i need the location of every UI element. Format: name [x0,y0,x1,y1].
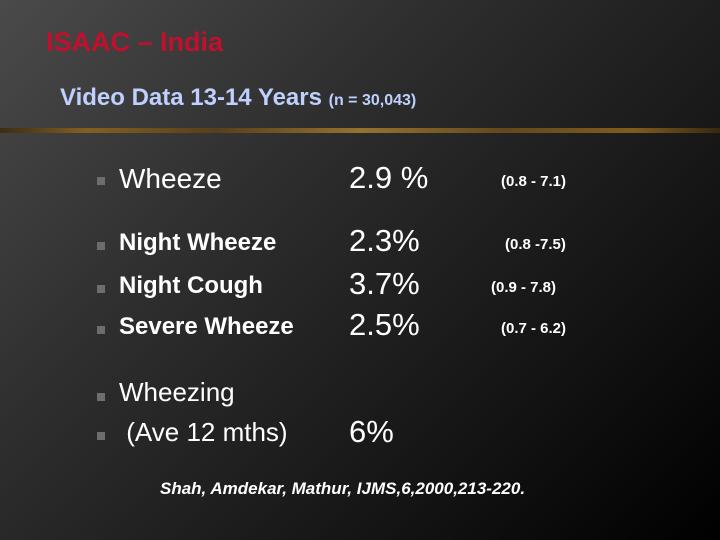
divider-line [0,128,720,133]
row-value-wheezing: 6% [349,414,394,449]
row-label-wheeze: Wheeze [119,163,222,194]
row-value-severe-wheeze: 2.5% [349,307,420,342]
row-label-night-cough: Night Cough [119,272,263,299]
bullet-icon [97,393,105,401]
slide-subtitle: Video Data 13-14 Years (n = 30,043) [60,84,416,112]
sample-size: (n = 30,043) [328,92,417,109]
row-ci-night-cough: (0.9 - 7.8) [491,279,557,296]
row-ci-night-wheeze: (0.8 -7.5) [505,236,566,253]
row-label-severe-wheeze: Severe Wheeze [119,313,294,340]
bullet-icon [97,242,105,250]
bullet-icon [97,285,105,293]
bullet-icon [97,432,105,440]
bullet-icon [97,177,105,185]
subtitle-main: Video Data 13-14 Years [60,84,322,111]
bullet-icon [97,326,105,334]
row-ci-severe-wheeze: (0.7 - 6.2) [501,320,567,337]
row-value-wheeze: 2.9 % [349,160,429,195]
row-label-wheezing: Wheezing [119,377,235,407]
slide-title: ISAAC – India [46,27,224,57]
row-ci-wheeze: (0.8 - 7.1) [501,173,567,190]
row-label-night-wheeze: Night Wheeze [119,229,277,256]
citation: Shah, Amdekar, Mathur, IJMS,6,2000,213-2… [160,479,526,498]
row-value-night-cough: 3.7% [349,266,420,301]
row-label-ave-12-mths: (Ave 12 mths) [119,417,288,447]
row-value-night-wheeze: 2.3% [349,223,420,258]
